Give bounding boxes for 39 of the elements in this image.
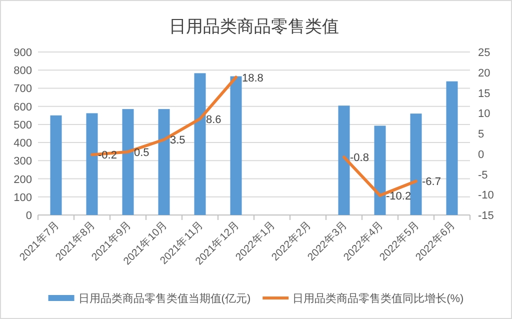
bar	[230, 76, 242, 215]
data-label: 8.6	[206, 114, 222, 126]
y2-tick-label: 5	[478, 128, 484, 140]
bar	[50, 115, 62, 215]
bar	[194, 73, 206, 215]
y-tick-label: 200	[14, 174, 32, 186]
y-tick-label: 900	[14, 47, 32, 59]
y-tick-label: 800	[14, 65, 32, 78]
y2-tick-label: -5	[478, 169, 488, 182]
bar	[122, 109, 134, 215]
y-tick-label: 600	[14, 101, 32, 114]
y-tick-label: 700	[14, 83, 32, 96]
y2-tick-label: -10	[478, 190, 494, 202]
chart-title: 日用品类商品零售类值	[169, 17, 339, 36]
legend-label: 日用品类商品零售类值同比增长(%)	[292, 292, 464, 305]
y-tick-label: 0	[26, 210, 32, 222]
data-label: -6.7	[422, 176, 441, 188]
data-label: 0.5	[134, 146, 150, 159]
bar	[374, 126, 386, 215]
y2-tick-label: 15	[478, 88, 490, 100]
y-tick-label: 100	[14, 192, 32, 204]
legend-label: 日用品类商品零售类值当期值(亿元)	[78, 292, 251, 305]
bar	[86, 113, 98, 215]
data-label: -10.2	[386, 190, 412, 202]
y2-tick-label: 20	[478, 67, 490, 80]
bar	[338, 106, 350, 215]
y-tick-label: 300	[14, 156, 32, 168]
bar	[410, 114, 422, 215]
data-label: 18.8	[242, 72, 264, 84]
y2-tick-label: 25	[478, 47, 490, 59]
y2-tick-label: -15	[478, 210, 494, 222]
bar	[446, 81, 458, 215]
data-label: 3.5	[170, 134, 186, 147]
y2-tick-label: 10	[478, 108, 490, 120]
y2-tick-label: 0	[478, 148, 484, 161]
y-tick-label: 500	[14, 119, 32, 132]
y-tick-label: 400	[14, 138, 32, 150]
data-label: -0.8	[350, 152, 369, 164]
bar	[158, 109, 170, 215]
